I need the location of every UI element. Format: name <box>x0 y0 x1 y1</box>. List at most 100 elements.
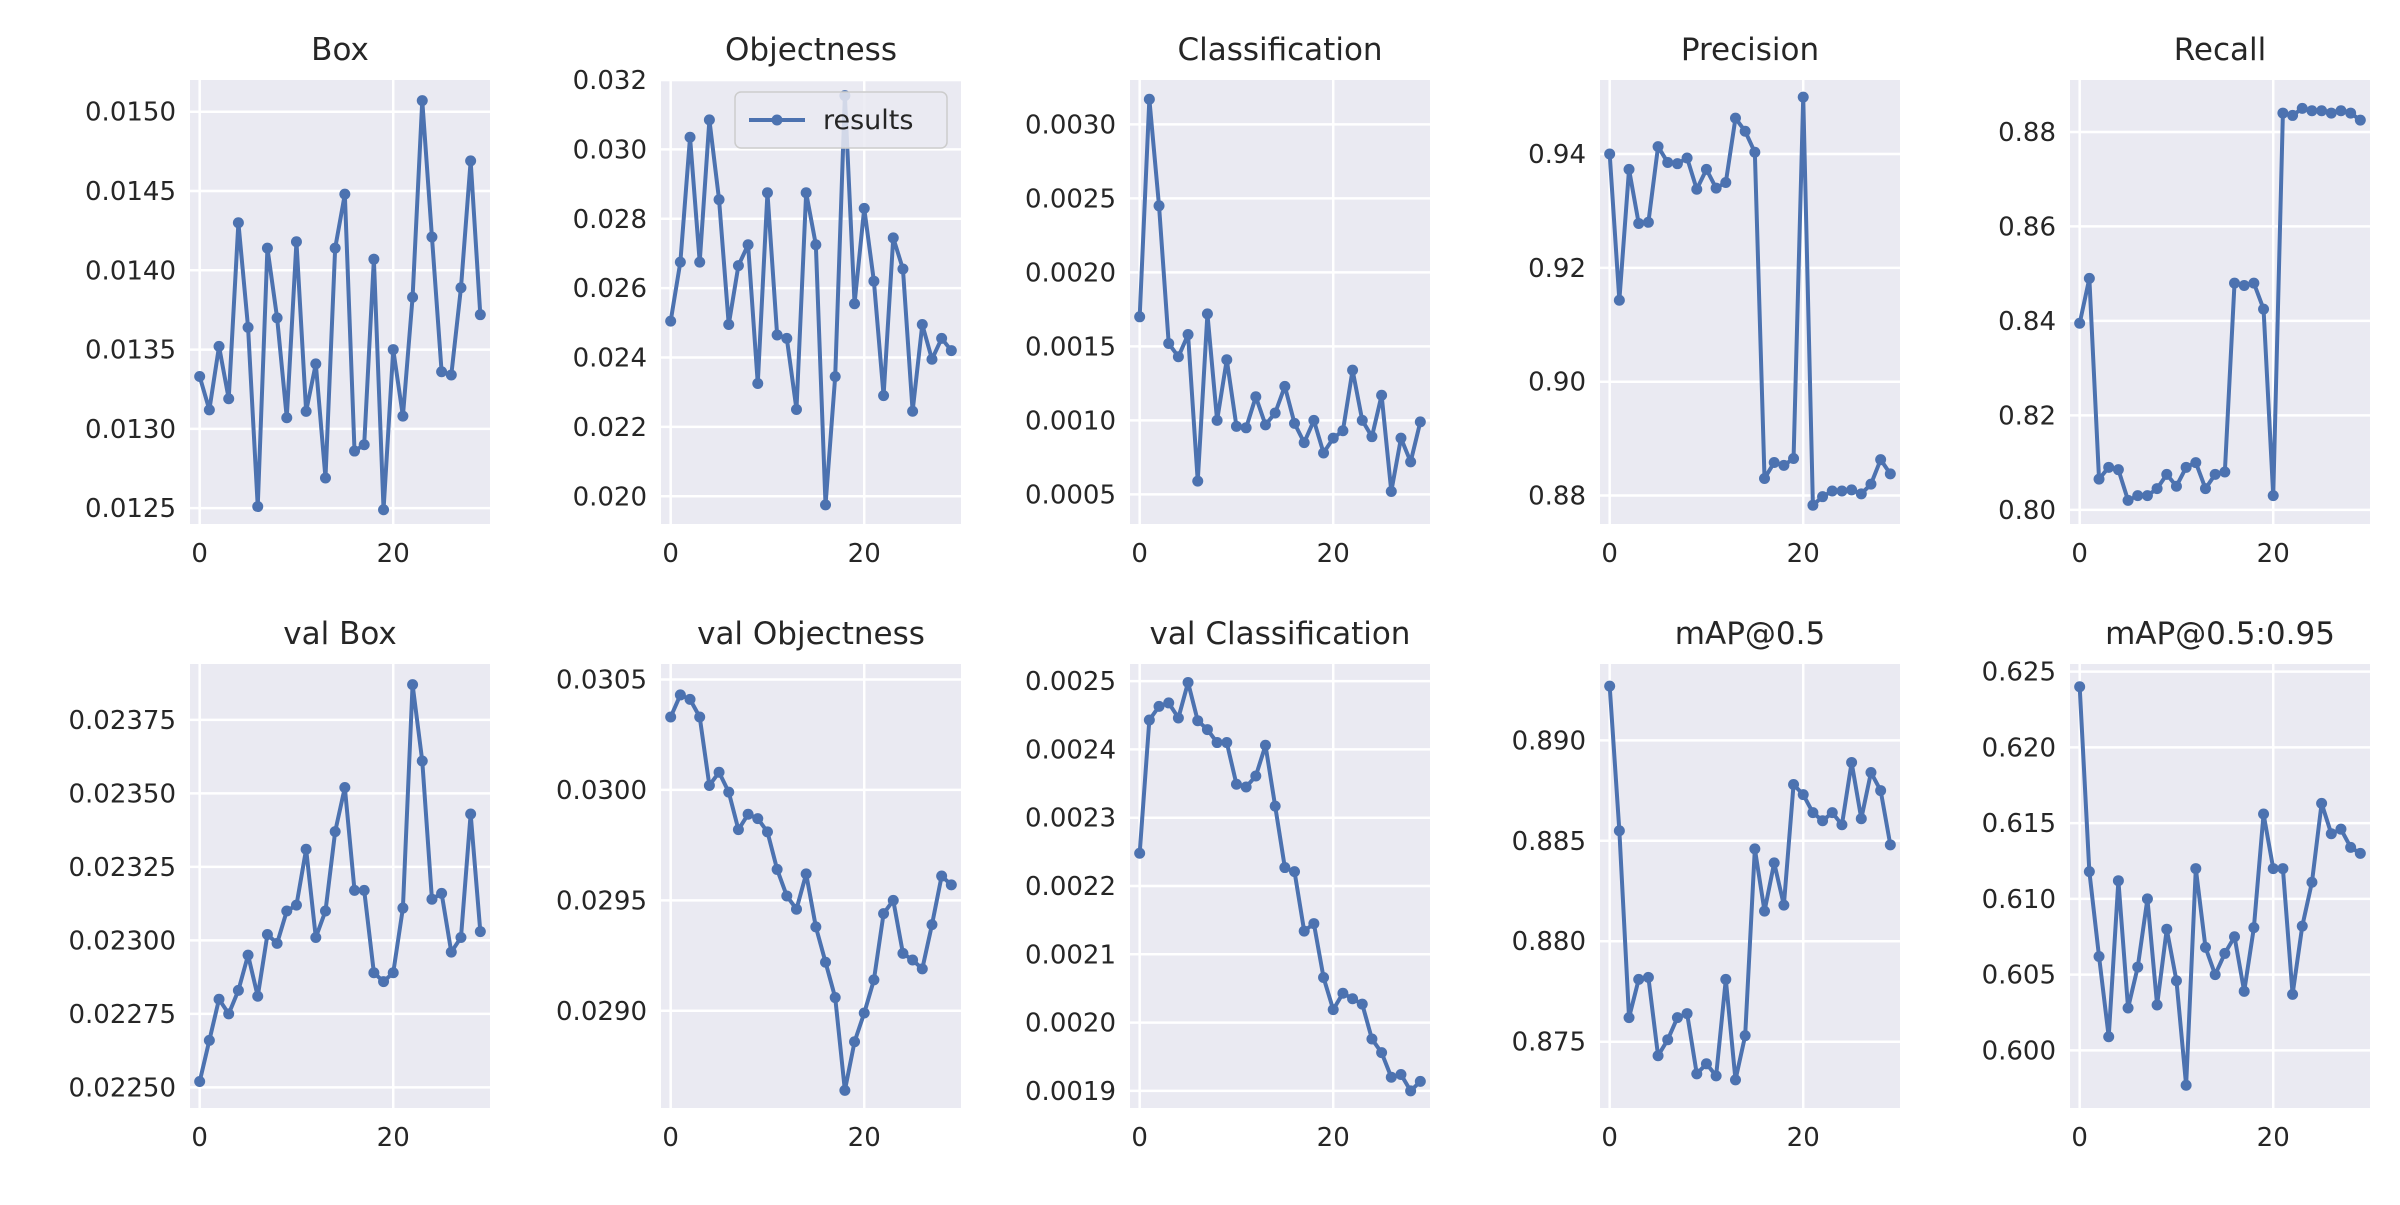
y-tick-label: 0.02275 <box>68 1000 176 1030</box>
data-point <box>1240 422 1252 434</box>
data-point <box>252 990 264 1002</box>
data-point <box>2170 480 2182 492</box>
data-point <box>2345 841 2357 853</box>
data-point <box>926 353 938 365</box>
data-point <box>271 312 283 324</box>
data-point <box>319 472 331 484</box>
subplot-title: Objectness <box>725 32 897 68</box>
data-point <box>1172 351 1184 363</box>
data-point <box>2335 823 2347 835</box>
y-tick-label: 0.0295 <box>556 886 647 916</box>
data-point <box>2112 464 2124 476</box>
x-tick-label: 20 <box>848 1123 881 1153</box>
data-point <box>1623 1012 1635 1024</box>
x-tick-label: 20 <box>1787 539 1820 569</box>
x-tick-label: 20 <box>1317 539 1350 569</box>
data-point <box>2345 107 2357 119</box>
data-point <box>2112 875 2124 887</box>
data-point <box>1163 337 1175 349</box>
data-point <box>1308 918 1320 930</box>
data-point <box>2093 473 2105 485</box>
data-point <box>1836 485 1848 497</box>
data-point <box>761 826 773 838</box>
data-point <box>1289 866 1301 878</box>
data-point <box>936 870 948 882</box>
plot-area <box>190 664 490 1108</box>
data-point <box>1172 712 1184 724</box>
data-point <box>2306 876 2318 888</box>
data-point <box>1221 354 1233 366</box>
data-point <box>1134 311 1146 323</box>
data-point <box>242 949 254 961</box>
data-point <box>1298 437 1310 449</box>
data-point <box>1153 200 1165 212</box>
subplot-3: 0 20 0.88 0.90 0.92 0.94 Precision <box>1528 32 1900 569</box>
data-point <box>474 926 486 938</box>
data-point <box>1710 182 1722 194</box>
y-tick-label: 0.880 <box>1512 927 1586 957</box>
data-point <box>416 755 428 767</box>
data-point <box>771 329 783 341</box>
x-tick-label: 0 <box>662 539 679 569</box>
data-point <box>310 358 322 370</box>
data-point <box>2209 468 2221 480</box>
data-point <box>2122 494 2134 506</box>
data-point <box>1788 453 1800 465</box>
data-point <box>1376 389 1388 401</box>
data-point <box>1884 468 1896 480</box>
data-point <box>1817 491 1829 503</box>
subplot-6: 0 20 0.0290 0.0295 0.0300 0.0305 val Objectnes… <box>556 616 961 1153</box>
data-point <box>1230 778 1242 790</box>
x-tick-label: 20 <box>1317 1123 1350 1153</box>
y-tick-label: 0.605 <box>1982 961 2056 991</box>
data-point <box>455 282 467 294</box>
data-point <box>1642 216 1654 228</box>
data-point <box>820 499 832 511</box>
data-point <box>203 1034 215 1046</box>
data-point <box>732 260 744 272</box>
data-point <box>858 1007 870 1019</box>
data-point <box>2287 109 2299 121</box>
data-point <box>1846 756 1858 768</box>
data-point <box>1613 825 1625 837</box>
data-point <box>771 863 783 875</box>
data-point <box>1826 807 1838 819</box>
subplot-5: 0 20 0.02250 0.02275 0.02300 0.02325 0.02350 0.… <box>68 616 490 1153</box>
y-tick-label: 0.90 <box>1528 368 1586 398</box>
data-point <box>407 291 419 303</box>
y-tick-label: 0.890 <box>1512 726 1586 756</box>
y-tick-label: 0.885 <box>1512 827 1586 857</box>
subplot-title: val Objectness <box>697 616 925 652</box>
data-point <box>2190 863 2202 875</box>
data-point <box>1759 905 1771 917</box>
data-point <box>2325 107 2337 119</box>
data-point <box>1211 414 1223 426</box>
data-point <box>368 967 380 979</box>
data-point <box>1652 141 1664 153</box>
data-point <box>1671 158 1683 170</box>
data-point <box>232 217 244 229</box>
data-point <box>436 366 448 378</box>
data-point <box>2354 847 2366 859</box>
data-point <box>761 187 773 199</box>
y-tick-label: 0.0150 <box>85 98 176 128</box>
data-point <box>849 298 861 310</box>
data-point <box>1681 1008 1693 1020</box>
data-point <box>1652 1050 1664 1062</box>
subplot-4: 0 20 0.80 0.82 0.84 0.86 0.88 Recall <box>1998 32 2370 569</box>
data-point <box>1671 1012 1683 1024</box>
data-point <box>1337 425 1349 437</box>
data-point <box>2219 466 2231 478</box>
data-point <box>213 340 225 352</box>
data-point <box>665 315 677 327</box>
data-point <box>1289 417 1301 429</box>
data-point <box>907 405 919 417</box>
y-tick-label: 0.80 <box>1998 496 2056 526</box>
y-tick-label: 0.0290 <box>556 997 647 1027</box>
data-point <box>378 976 390 988</box>
data-point <box>723 786 735 798</box>
plot-area <box>661 80 961 524</box>
data-point <box>1681 152 1693 164</box>
data-point <box>1855 813 1867 825</box>
